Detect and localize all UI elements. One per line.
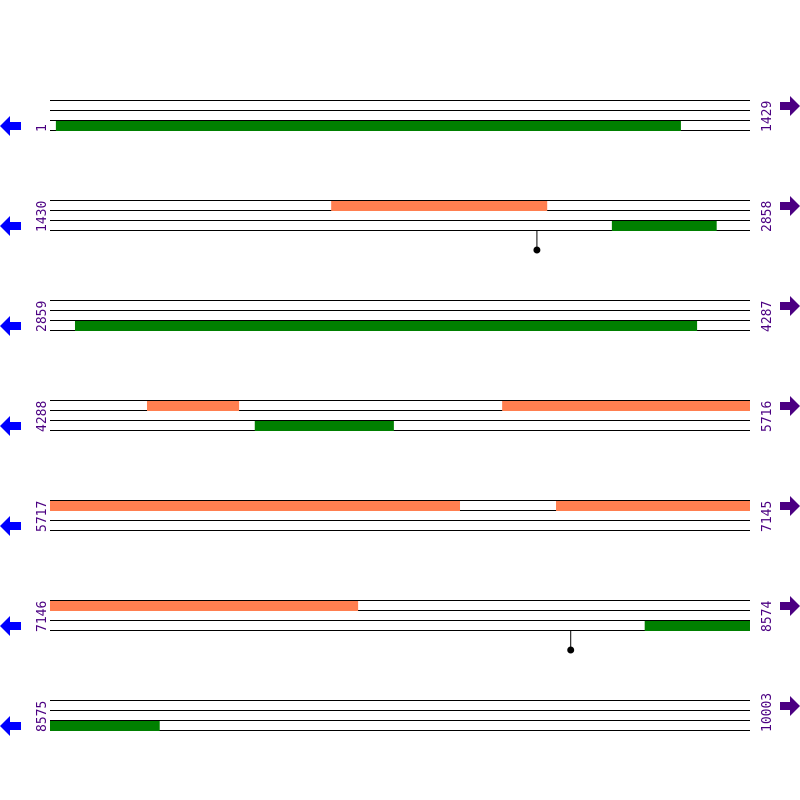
green-feature [644,621,750,631]
arrow-left-icon [0,416,21,436]
green-feature [74,321,698,331]
orange-feature [331,201,548,211]
sequence-row: 1430 2858 [0,196,800,236]
row-start-label: 7146 [35,601,50,632]
row-end-label: 8574 [760,601,775,632]
arrow-left-icon [0,216,21,236]
arrow-right-icon [780,596,800,616]
row-end-label: 4287 [760,301,775,332]
row-end-label: 2858 [760,201,775,232]
arrow-right-icon [780,496,800,516]
sequence-row: 8575 10003 [0,693,800,736]
orange-feature [556,501,750,511]
arrow-right-icon [780,196,800,216]
row-end-label: 7145 [760,501,775,532]
row-start-label: 5717 [35,501,50,532]
arrow-left-icon [0,316,21,336]
arrow-left-icon [0,116,21,136]
orange-feature [146,401,240,411]
marker-dot [533,246,541,254]
green-feature [254,421,394,431]
arrow-left-icon [0,616,21,636]
arrow-left-icon [0,716,21,736]
arrow-right-icon [780,96,800,116]
green-feature [50,721,160,731]
arrow-right-icon [780,696,800,716]
row-end-label: 5716 [760,401,775,432]
arrow-right-icon [780,396,800,416]
row-start-label: 2859 [35,301,50,332]
green-feature [55,121,681,131]
orange-feature [502,401,750,411]
marker-dot [567,646,575,654]
row-start-label: 4288 [35,401,50,432]
arrow-right-icon [780,296,800,316]
row-end-label: 10003 [760,693,775,732]
green-feature [611,221,717,231]
row-start-label: 1 [35,124,50,132]
row-start-label: 1430 [35,201,50,232]
orange-feature [50,601,359,611]
arrow-left-icon [0,516,21,536]
row-end-label: 1429 [760,101,775,132]
orange-feature [50,501,461,511]
row-start-label: 8575 [35,701,50,732]
